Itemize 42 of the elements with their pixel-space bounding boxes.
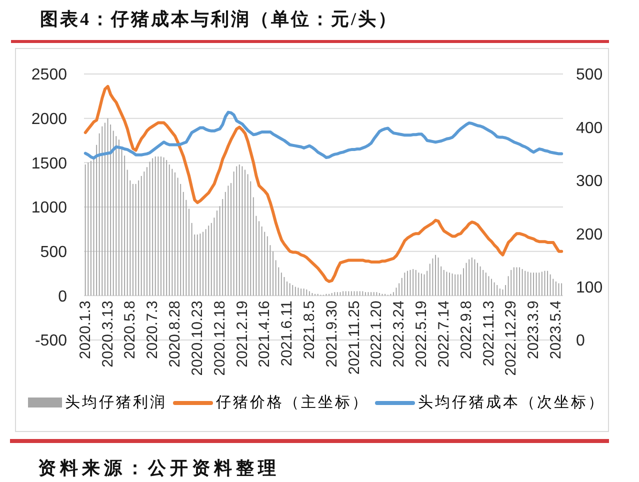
x-tick-label: 2023.5.4 — [547, 300, 564, 360]
y-tick-label: -500 — [34, 332, 68, 350]
y2-tick-label: 0 — [576, 332, 585, 350]
x-tick-label: 2022.12.29 — [502, 300, 520, 376]
y2-tick-label: 100 — [576, 279, 603, 296]
y2-tick-label: 300 — [576, 173, 603, 190]
x-tick-label: 2021.2.19 — [234, 300, 251, 368]
y2-tick-label: 400 — [576, 120, 603, 137]
y2-tick-label: 500 — [576, 66, 603, 84]
x-tick-label: 2022.9.8 — [458, 300, 475, 360]
y-tick-label: 500 — [40, 244, 68, 262]
x-tick-label: 2020.1.3 — [76, 300, 94, 360]
x-tick-label: 2020.8.28 — [166, 300, 184, 368]
y-tick-label: 2000 — [31, 111, 68, 128]
x-tick-label: 2022.11.3 — [480, 300, 498, 366]
line-series — [84, 84, 564, 283]
x-tick-label: 2021.8.5 — [300, 300, 318, 360]
x-tick-label: 2020.3.13 — [99, 300, 116, 368]
legend-label: 头均仔猪成本（次坐标） — [418, 394, 605, 412]
x-tick-label: 2020.5.8 — [122, 300, 139, 360]
y-tick-label: 2500 — [31, 66, 68, 84]
y-tick-label: 1500 — [31, 155, 68, 172]
x-tick-label: 2020.12.18 — [211, 300, 228, 376]
x-tick-label: 2023.3.9 — [525, 300, 542, 360]
x-tick-label: 2020.10.23 — [188, 300, 206, 376]
x-tick-label: 2022.1.20 — [368, 300, 386, 368]
chart-title: 图表4：仔猪成本与利润（单位：元/头） — [40, 8, 398, 31]
x-tick-label: 2021.6.11 — [278, 300, 296, 366]
x-tick-label: 2022.3.24 — [390, 300, 408, 368]
x-tick-label: 2022.5.19 — [413, 300, 430, 368]
y-tick-label: 0 — [58, 288, 68, 306]
x-tick-label: 2022.7.14 — [435, 300, 452, 368]
legend-label: 仔猪价格（主坐标） — [216, 393, 369, 412]
x-tick-label: 2021.4.16 — [256, 300, 274, 368]
x-tick-label: 2020.7.3 — [144, 300, 162, 360]
y2-tick-label: 200 — [576, 226, 603, 244]
x-tick-label: 2021.9.30 — [323, 300, 340, 368]
line-series — [84, 110, 564, 160]
x-tick-label: 2021.11.25 — [346, 300, 363, 375]
y-tick-label: 1000 — [31, 200, 68, 217]
text: 资料来源：公开资料整理 — [38, 457, 280, 480]
legend-label: 头均仔猪利润 — [65, 394, 167, 412]
